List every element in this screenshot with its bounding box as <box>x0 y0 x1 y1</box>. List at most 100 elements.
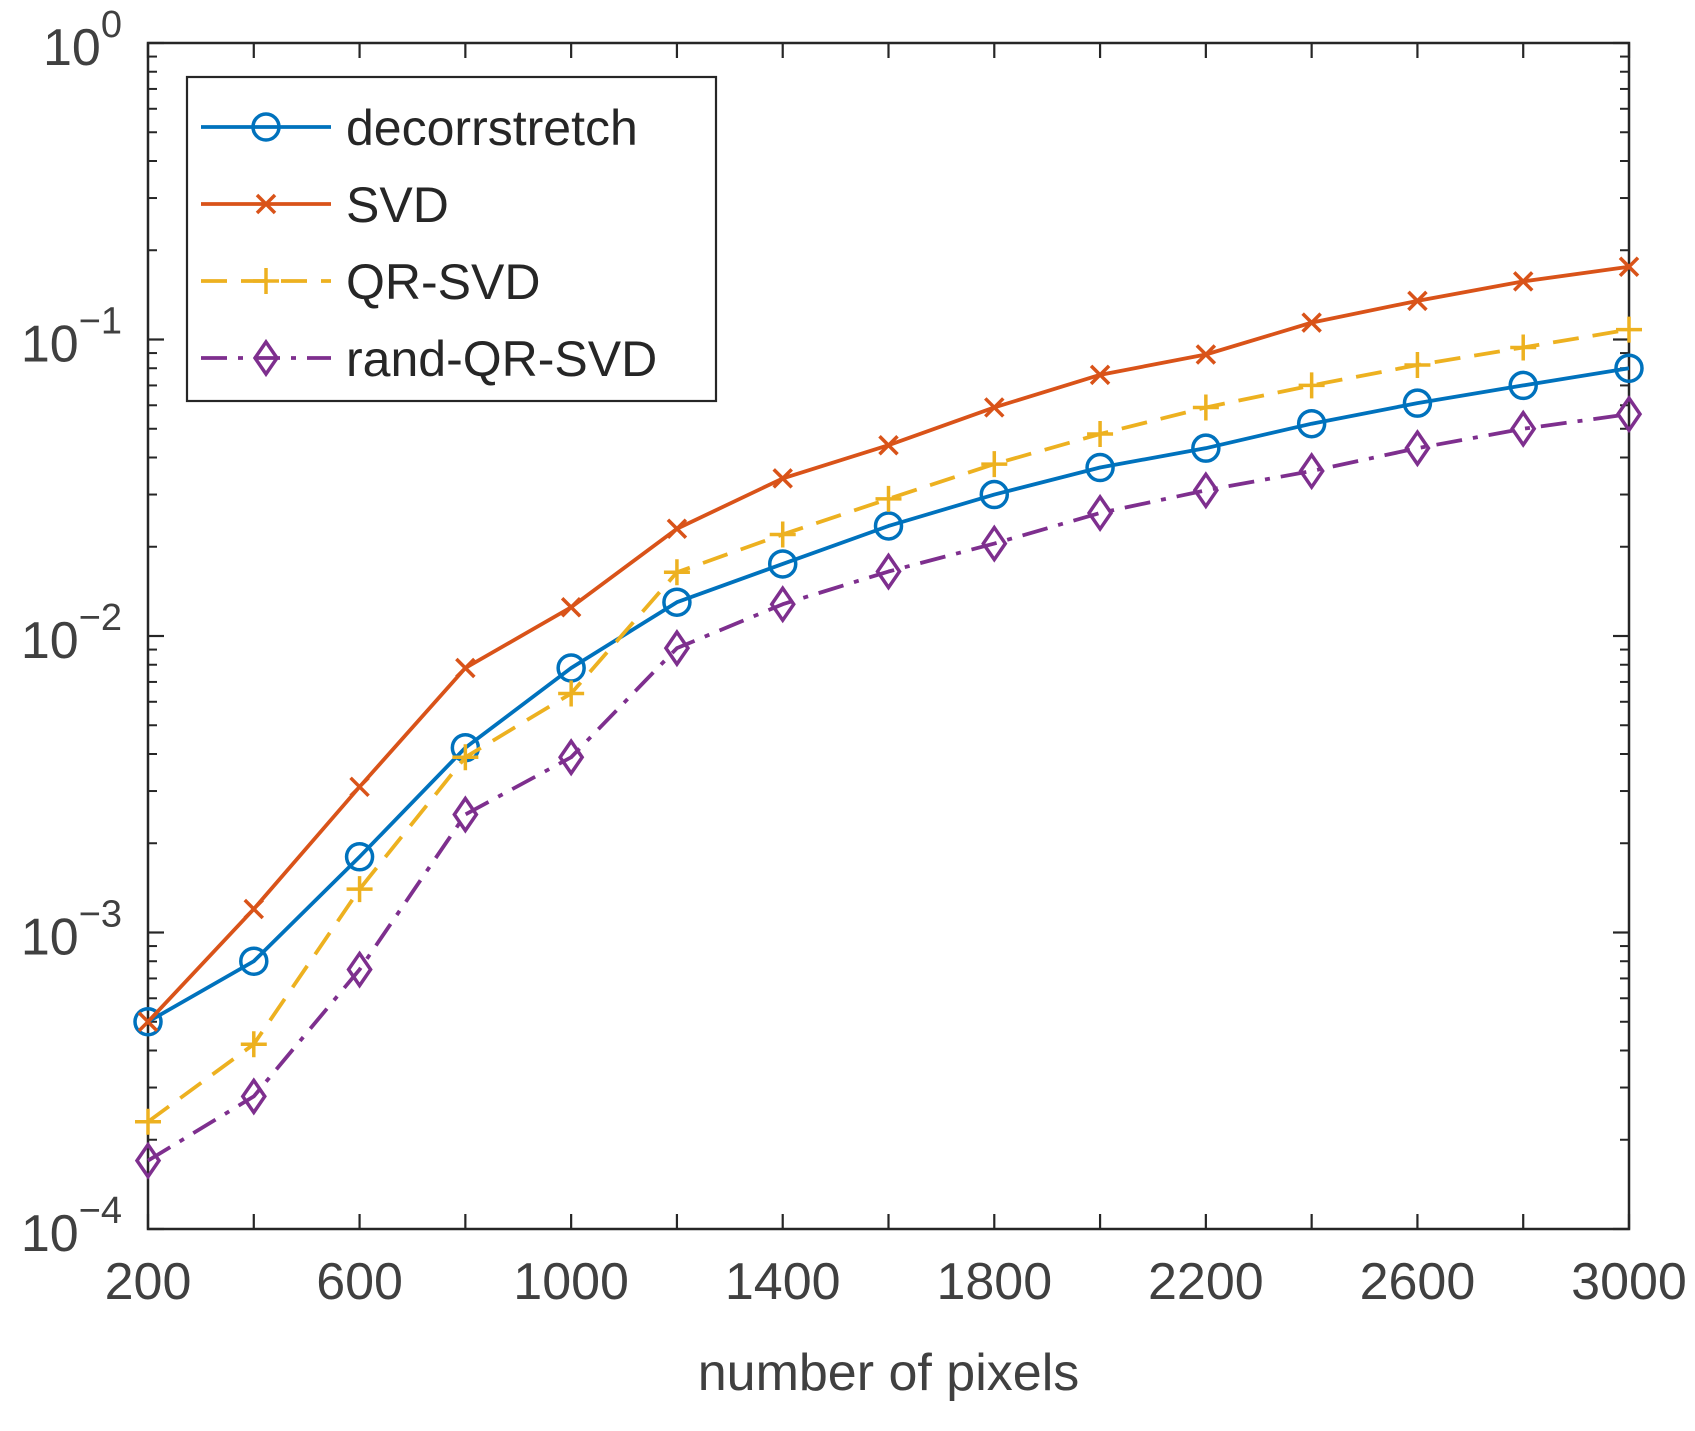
data-point <box>135 1108 161 1135</box>
data-point <box>1407 290 1428 312</box>
y-tick-base: 10 <box>21 1205 79 1263</box>
y-tick-exponent: −1 <box>79 301 122 343</box>
legend-marker <box>251 112 281 142</box>
data-point <box>666 518 688 539</box>
data-point <box>1404 429 1431 468</box>
data-point <box>875 485 902 512</box>
legend-marker <box>252 338 280 378</box>
data-point <box>1301 312 1322 333</box>
data-point <box>243 898 265 920</box>
y-tick-base: 10 <box>21 612 79 670</box>
data-point <box>133 1007 163 1037</box>
series-SVD <box>137 256 1640 1032</box>
data-point <box>984 397 1005 418</box>
legend-box <box>185 75 718 403</box>
series-line <box>146 327 1630 1124</box>
data-point <box>767 549 798 579</box>
data-point <box>1296 408 1327 439</box>
legend-label: decorrstretch <box>346 100 638 156</box>
legend-marker <box>253 268 279 294</box>
data-point <box>1404 352 1431 379</box>
data-point <box>239 946 269 976</box>
data-point <box>1087 421 1114 448</box>
data-point <box>1510 334 1537 361</box>
y-tick-base: 10 <box>43 19 101 77</box>
data-point <box>560 597 582 618</box>
data-point <box>1510 409 1537 448</box>
legend-item: QR-SVD <box>201 254 540 310</box>
series-line <box>147 412 1630 1163</box>
x-tick-label: 3000 <box>1571 1253 1687 1311</box>
data-point <box>1192 394 1219 421</box>
ticks <box>146 41 1631 1231</box>
x-tick-label: 200 <box>105 1253 192 1311</box>
data-point <box>240 1077 267 1116</box>
data-point <box>979 479 1010 510</box>
data-point <box>662 587 692 617</box>
data-point <box>1086 493 1114 533</box>
data-point <box>878 434 899 456</box>
legend-item: rand-QR-SVD <box>201 331 657 387</box>
y-tick-label: 100 <box>43 4 122 77</box>
data-point <box>349 776 370 798</box>
legend-marker <box>255 193 277 215</box>
data-point <box>1512 271 1534 292</box>
data-point <box>1192 471 1219 510</box>
data-point <box>1195 344 1217 365</box>
data-point <box>1085 452 1115 483</box>
y-tick-base: 10 <box>21 909 79 967</box>
legend-label: SVD <box>346 177 449 233</box>
y-tick-exponent: −2 <box>79 597 122 639</box>
x-tick-label: 2600 <box>1360 1253 1476 1311</box>
data-point <box>1508 370 1538 401</box>
y-tick-base: 10 <box>21 316 79 374</box>
data-point <box>137 1011 159 1032</box>
data-point <box>875 552 902 591</box>
series-line <box>147 366 1630 1024</box>
x-tick-label: 1800 <box>936 1253 1052 1311</box>
x-tick-label: 600 <box>316 1253 403 1311</box>
data-point <box>558 738 585 777</box>
legend-label: rand-QR-SVD <box>346 331 657 387</box>
data-point <box>1616 316 1642 343</box>
data-point <box>346 950 373 989</box>
data-point <box>769 585 796 624</box>
data-point <box>346 876 373 903</box>
series-layer <box>133 256 1644 1180</box>
data-point <box>558 680 585 707</box>
y-tick-exponent: −4 <box>79 1190 122 1232</box>
data-point <box>1298 451 1325 491</box>
x-axis-title: number of pixels <box>698 1344 1080 1402</box>
x-tick-labels: 200 600 1000 1400 1800 2200 2600 3000 <box>105 1253 1687 1311</box>
y-tick-exponent: 0 <box>101 4 122 46</box>
data-point <box>344 842 375 872</box>
legend-label: QR-SVD <box>346 254 540 310</box>
y-tick-exponent: −3 <box>79 894 122 936</box>
x-tick-label: 1400 <box>725 1253 841 1311</box>
x-tick-label: 1000 <box>513 1253 629 1311</box>
legend-item: SVD <box>201 177 449 233</box>
y-tick-label: 10−3 <box>21 894 122 967</box>
data-point <box>873 511 904 541</box>
data-point <box>1615 395 1643 434</box>
data-point <box>769 521 796 548</box>
data-point <box>1298 372 1325 399</box>
series-rand-QR-SVD <box>134 395 1643 1180</box>
data-point <box>981 524 1008 563</box>
y-tick-label: 10−1 <box>21 301 122 374</box>
x-tick-label: 2200 <box>1148 1253 1264 1311</box>
y-tick-label: 10−4 <box>21 1190 122 1263</box>
data-point <box>1089 364 1111 386</box>
data-point <box>1402 388 1433 418</box>
data-point <box>452 795 479 834</box>
data-point <box>134 1141 162 1180</box>
legend: decorrstretch SVD QR-SVD rand-QR-SVD <box>185 75 718 403</box>
data-point <box>240 1031 267 1058</box>
data-point <box>452 744 479 771</box>
y-tick-label: 10−2 <box>21 597 122 670</box>
data-point <box>663 559 690 586</box>
series-decorrstretch <box>133 353 1644 1037</box>
data-point <box>981 451 1008 478</box>
